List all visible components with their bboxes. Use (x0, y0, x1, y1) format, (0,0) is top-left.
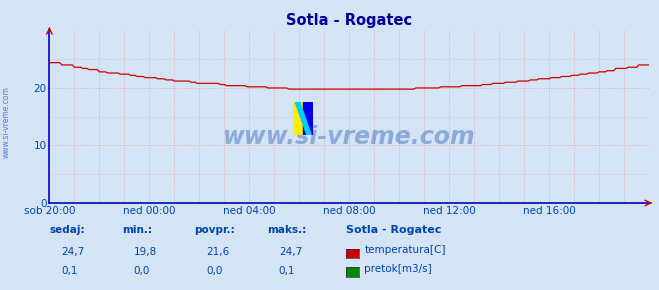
Text: sedaj:: sedaj: (49, 225, 85, 235)
Text: 19,8: 19,8 (134, 247, 157, 257)
Text: 24,7: 24,7 (279, 247, 302, 257)
Text: 0,0: 0,0 (206, 266, 223, 276)
Text: min.:: min.: (122, 225, 152, 235)
Polygon shape (293, 102, 303, 135)
Text: 0,1: 0,1 (279, 266, 295, 276)
Title: Sotla - Rogatec: Sotla - Rogatec (286, 13, 413, 28)
Text: maks.:: maks.: (267, 225, 306, 235)
Text: www.si-vreme.com: www.si-vreme.com (2, 86, 11, 158)
Text: www.si-vreme.com: www.si-vreme.com (223, 126, 476, 149)
Text: temperatura[C]: temperatura[C] (364, 245, 446, 255)
Text: 0,1: 0,1 (61, 266, 78, 276)
Text: povpr.:: povpr.: (194, 225, 235, 235)
Text: 24,7: 24,7 (61, 247, 84, 257)
Polygon shape (303, 102, 313, 135)
Text: 0,0: 0,0 (134, 266, 150, 276)
Text: 21,6: 21,6 (206, 247, 229, 257)
Text: pretok[m3/s]: pretok[m3/s] (364, 264, 432, 274)
Text: Sotla - Rogatec: Sotla - Rogatec (346, 225, 442, 235)
